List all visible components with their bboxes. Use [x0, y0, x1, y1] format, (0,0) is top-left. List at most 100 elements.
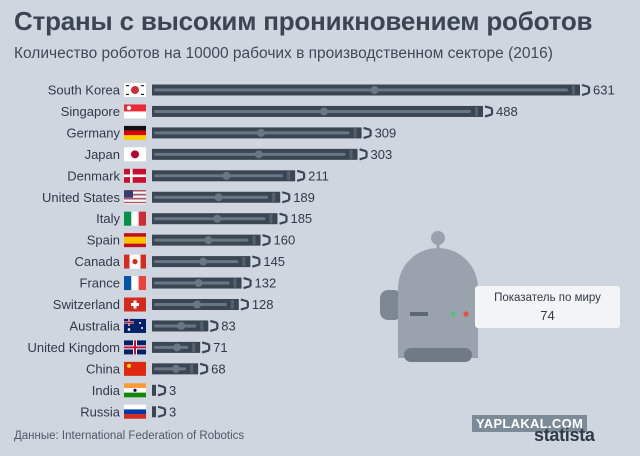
gripper	[279, 212, 288, 225]
chart-row: Japan 303	[85, 147, 393, 162]
bar-rod	[154, 324, 197, 328]
bar-rod	[154, 260, 239, 264]
value-label: 128	[252, 297, 274, 312]
gripper	[240, 298, 249, 311]
bar-joint	[204, 236, 213, 245]
value-label: 488	[496, 104, 518, 119]
chart-row: Switzerland 128	[53, 297, 274, 312]
chart-row: Italy 185	[96, 211, 312, 226]
category-label: Australia	[69, 318, 120, 333]
flag-switzerland-icon	[124, 297, 146, 312]
world-average-label: Показатель по миру	[494, 292, 601, 304]
bar-joint	[194, 279, 203, 288]
category-label: Japan	[85, 147, 120, 162]
source-note: Данные: International Federation of Robo…	[14, 430, 245, 442]
chart-row: Canada 145	[74, 254, 285, 269]
bar	[152, 384, 156, 396]
flag-united-kingdom-icon	[124, 340, 146, 355]
flag-japan-icon	[124, 147, 146, 162]
statista-logo: statista	[534, 425, 595, 445]
gripper	[209, 319, 219, 333]
gripper	[262, 234, 271, 247]
gripper	[581, 83, 591, 97]
value-label: 132	[255, 276, 277, 291]
bar-joint	[256, 128, 265, 137]
chart-row: Australia 83	[69, 318, 235, 333]
category-label: China	[86, 361, 121, 376]
bar-joint	[320, 107, 329, 116]
category-label: Denmark	[67, 168, 120, 183]
category-label: Switzerland	[53, 297, 120, 312]
flag-australia-icon	[124, 318, 146, 333]
bar-rod	[154, 345, 189, 349]
bar-rod	[154, 131, 350, 135]
bar-collar	[572, 85, 575, 95]
bar-rod	[154, 238, 249, 242]
bar-rod	[154, 367, 187, 371]
bar-rod	[154, 109, 472, 113]
bar-collar	[353, 128, 357, 138]
value-label: 631	[593, 83, 615, 98]
flag-russia-icon	[124, 404, 146, 419]
page-title: Страны с высоким проникновением роботов	[14, 6, 593, 36]
value-label: 3	[169, 404, 176, 419]
bar-rod	[154, 281, 230, 285]
chart-row: India 3	[92, 383, 176, 398]
flag-germany-icon	[124, 125, 146, 140]
flag-denmark-icon	[124, 168, 146, 183]
bar-collar	[192, 342, 196, 352]
chart-row: Germany 309	[67, 125, 397, 140]
bar-joint	[199, 257, 208, 266]
value-label: 309	[375, 125, 397, 140]
flag-singapore-icon	[124, 104, 146, 119]
chart-row: South Korea 631	[48, 83, 615, 98]
bar-collar	[349, 149, 353, 159]
bar-rod	[154, 174, 284, 178]
gripper	[484, 105, 494, 118]
flag-italy-icon	[124, 211, 146, 226]
gripper	[157, 405, 167, 418]
flag-spain-icon	[124, 233, 146, 248]
category-label: Canada	[74, 254, 120, 269]
bar-collar	[242, 257, 246, 267]
bar-collar	[252, 235, 256, 245]
category-label: United States	[42, 190, 121, 205]
gripper	[281, 191, 291, 204]
category-label: Spain	[87, 233, 120, 248]
bar-rod	[154, 217, 266, 221]
flag-united-states-icon	[124, 190, 146, 205]
bar-joint	[370, 86, 379, 94]
bar-joint	[213, 214, 222, 223]
bar-joint	[171, 364, 180, 373]
bar	[152, 406, 156, 418]
bar-collar	[269, 214, 273, 224]
bar-joint	[177, 321, 186, 330]
value-label: 303	[371, 147, 393, 162]
value-label: 3	[169, 383, 176, 398]
gripper	[201, 341, 211, 354]
page-subtitle: Количество роботов на 10000 рабочих в пр…	[14, 45, 553, 62]
flag-china-icon	[124, 361, 146, 376]
bar-collar	[272, 192, 276, 202]
bar-collar	[233, 278, 237, 288]
category-label: Singapore	[61, 104, 120, 119]
bar-collar	[200, 321, 204, 331]
chart-row: France 132	[80, 276, 277, 291]
bar-collar	[475, 106, 479, 116]
value-label: 189	[293, 190, 315, 205]
value-label: 83	[221, 318, 235, 333]
gripper	[252, 255, 261, 268]
bar-joint	[254, 150, 263, 159]
gripper	[363, 126, 372, 139]
value-label: 160	[274, 233, 296, 248]
bar-rod	[154, 195, 269, 199]
bar-rod	[154, 152, 346, 156]
chart-row: Russia 3	[80, 404, 176, 419]
chart-row: Singapore 488	[61, 104, 518, 119]
chart-row: United Kingdom 71	[28, 340, 228, 355]
flag-france-icon	[124, 276, 146, 291]
bar-collar	[190, 364, 194, 374]
bar-joint	[173, 343, 182, 352]
bar-joint	[214, 193, 223, 202]
